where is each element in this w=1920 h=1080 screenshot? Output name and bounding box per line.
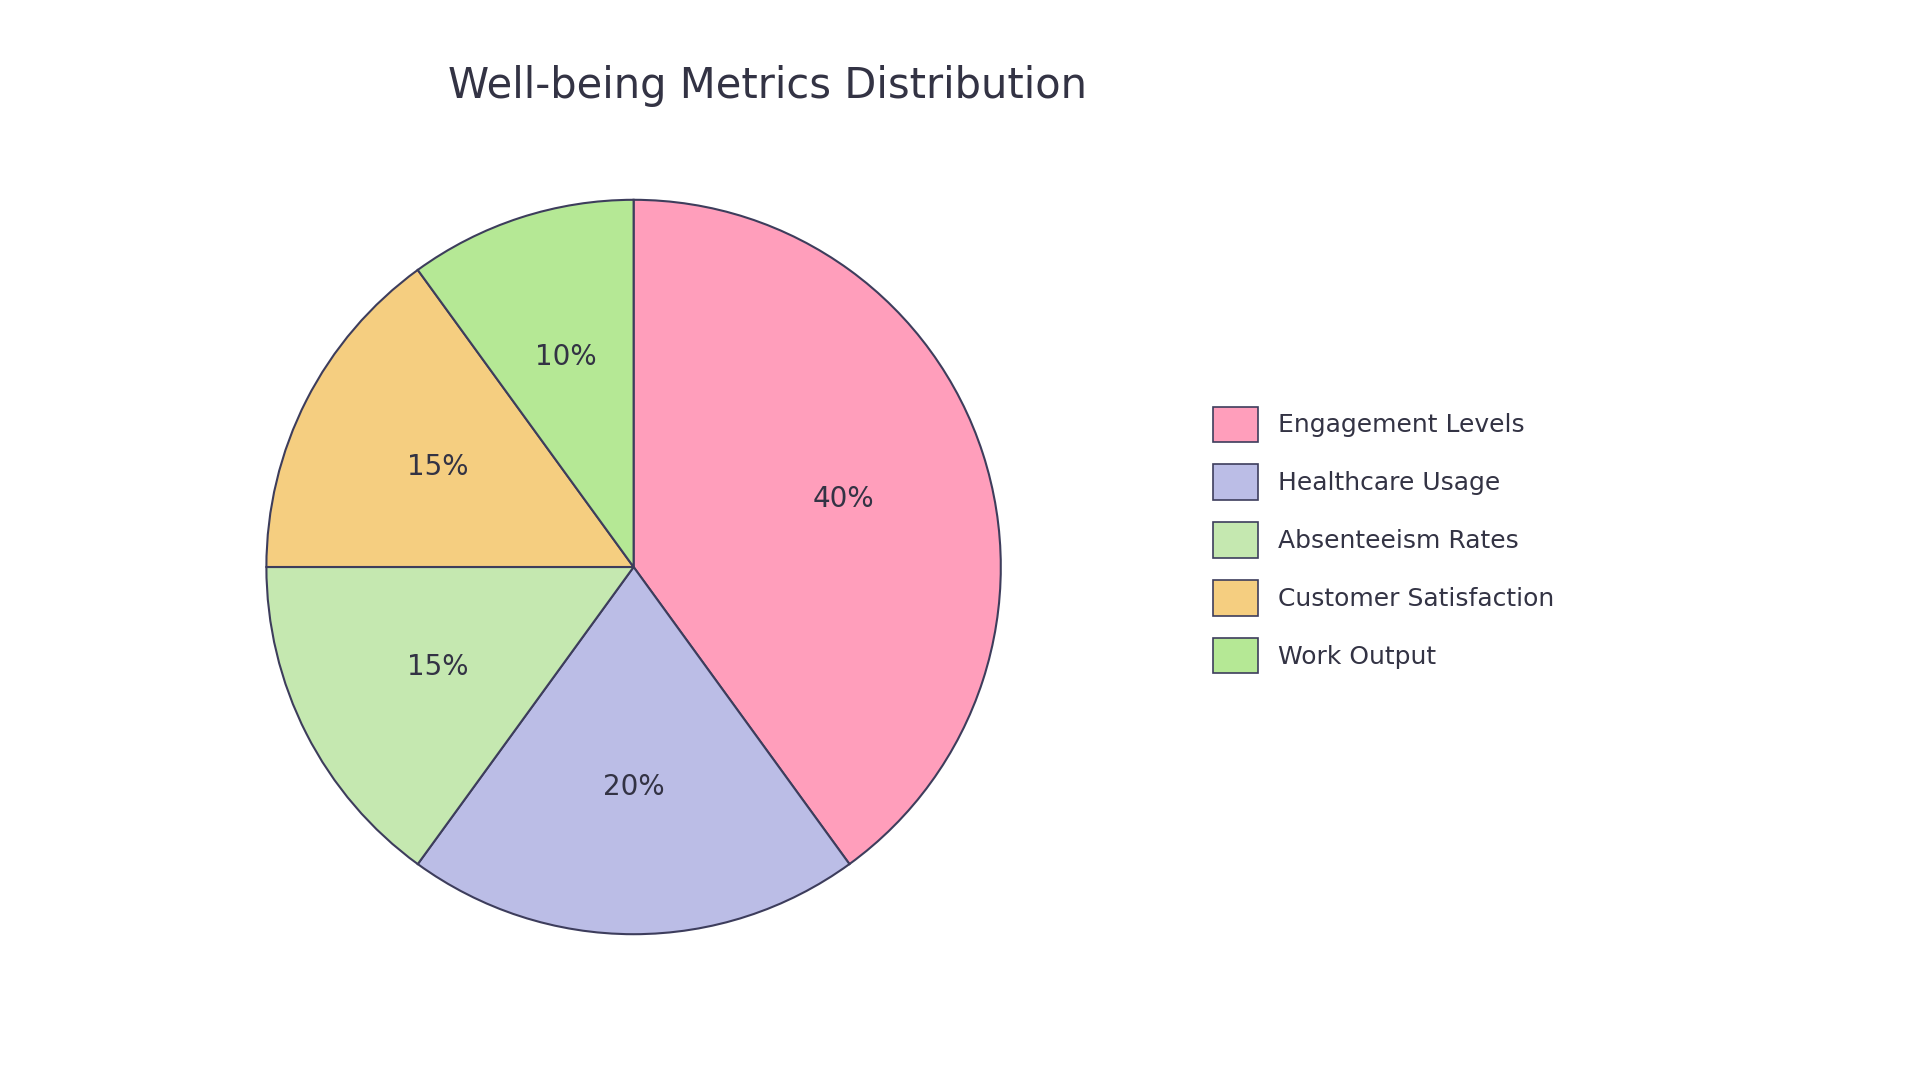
Legend: Engagement Levels, Healthcare Usage, Absenteeism Rates, Customer Satisfaction, W: Engagement Levels, Healthcare Usage, Abs… <box>1204 396 1565 684</box>
Wedge shape <box>267 270 634 567</box>
Text: 20%: 20% <box>603 773 664 801</box>
Text: Well-being Metrics Distribution: Well-being Metrics Distribution <box>449 65 1087 107</box>
Text: 15%: 15% <box>407 453 468 481</box>
Text: 10%: 10% <box>534 343 597 372</box>
Wedge shape <box>634 200 1000 864</box>
Text: 40%: 40% <box>812 485 874 513</box>
Wedge shape <box>419 567 849 934</box>
Wedge shape <box>419 200 634 567</box>
Text: 15%: 15% <box>407 653 468 681</box>
Wedge shape <box>267 567 634 864</box>
